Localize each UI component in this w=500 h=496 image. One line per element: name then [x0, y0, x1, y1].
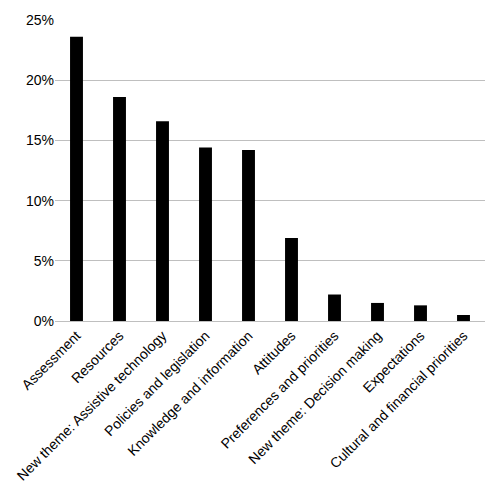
- svg-text:Assessment: Assessment: [18, 327, 83, 392]
- svg-text:Attitudes: Attitudes: [249, 328, 299, 378]
- svg-text:New theme: Decision making: New theme: Decision making: [245, 328, 385, 468]
- svg-text:Resources: Resources: [68, 328, 127, 387]
- svg-text:15%: 15%: [26, 132, 54, 148]
- svg-text:25%: 25%: [26, 12, 54, 28]
- svg-text:Knowledge and information: Knowledge and information: [124, 328, 255, 459]
- svg-text:Policies and legislation: Policies and legislation: [101, 328, 212, 439]
- svg-text:20%: 20%: [26, 72, 54, 88]
- svg-text:New theme: Assistive technolog: New theme: Assistive technology: [14, 328, 170, 484]
- svg-text:Preferences and priorities: Preferences and priorities: [217, 328, 341, 452]
- svg-text:5%: 5%: [34, 253, 54, 269]
- svg-text:0%: 0%: [34, 313, 54, 329]
- svg-text:Cultural and financial priorit: Cultural and financial priorities: [327, 328, 471, 472]
- svg-text:10%: 10%: [26, 193, 54, 209]
- svg-text:Expectations: Expectations: [360, 328, 428, 396]
